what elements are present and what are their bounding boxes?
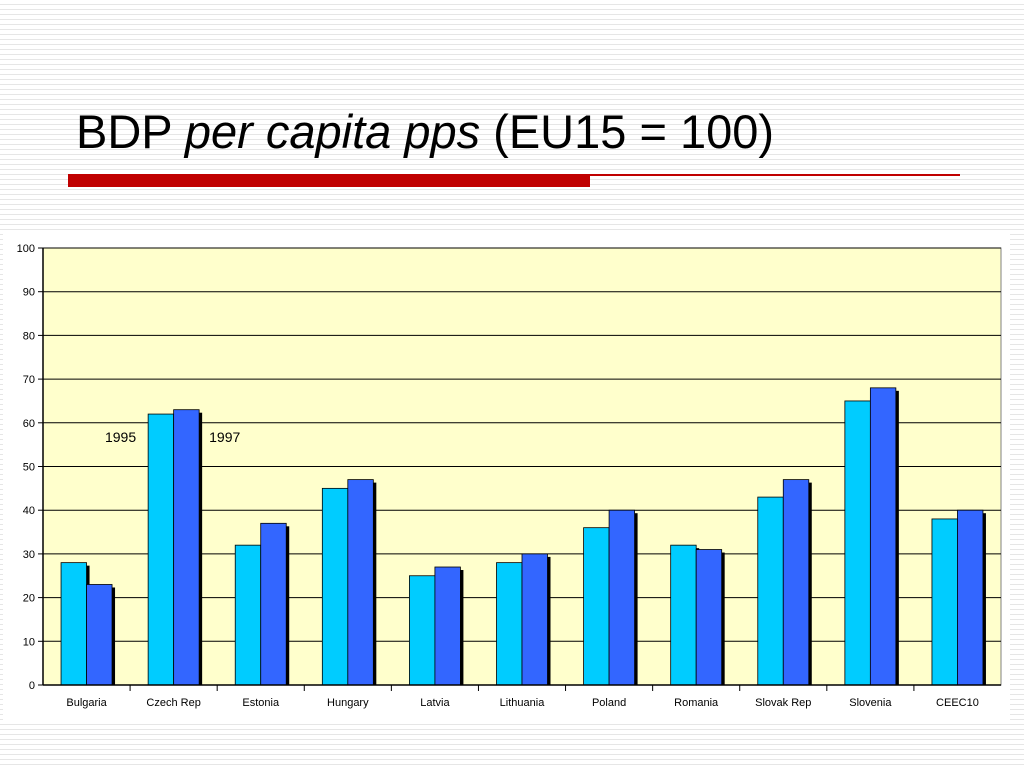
y-tick-label: 50 bbox=[23, 462, 35, 474]
bar-1997-hungary bbox=[347, 479, 374, 686]
x-tick-label: Romania bbox=[674, 697, 719, 709]
bar-1997-latvia bbox=[434, 566, 461, 686]
chart-panel: 0 10 20 30 40 50 60 70 80 90 100 Bulgaria Czech Rep… bbox=[3, 234, 1010, 720]
bar-1997-slovak-rep bbox=[782, 479, 810, 686]
bar-1995-czech-rep bbox=[147, 413, 175, 686]
grid-lines bbox=[43, 247, 1001, 642]
bar-1995-poland bbox=[583, 527, 610, 686]
y-tick-label: 100 bbox=[17, 243, 35, 255]
bar-1995-bulgaria bbox=[60, 562, 87, 686]
x-tick-label: Estonia bbox=[242, 697, 280, 709]
title-suffix: (EU15 = 100) bbox=[493, 105, 775, 158]
y-tick-label: 80 bbox=[23, 330, 35, 342]
y-axis: 0 10 20 30 40 50 60 70 80 90 100 bbox=[17, 243, 44, 692]
x-tick-label: Slovenia bbox=[849, 697, 892, 709]
bar-1995-hungary bbox=[321, 487, 349, 686]
bars bbox=[60, 387, 986, 686]
x-tick-label: Latvia bbox=[420, 697, 450, 709]
legend-label-1995: 1995 bbox=[105, 429, 136, 445]
y-tick-label: 10 bbox=[23, 636, 35, 648]
legend: 1995 1997 bbox=[105, 429, 241, 445]
bar-1997-poland bbox=[608, 509, 635, 686]
bar-chart: 0 10 20 30 40 50 60 70 80 90 100 Bulgaria Czech Rep… bbox=[17, 243, 1002, 709]
bar-1997-czech-rep bbox=[173, 409, 200, 686]
title-italic: per capita pps bbox=[184, 105, 481, 158]
x-tick-label: Bulgaria bbox=[66, 697, 107, 709]
bar-1995-lithuania bbox=[496, 562, 523, 686]
bar-1997-ceec10 bbox=[957, 509, 984, 686]
legend-label-1997: 1997 bbox=[209, 429, 240, 445]
x-axis: Bulgaria Czech Rep Estonia Hungary Latvia Lit… bbox=[43, 684, 1001, 709]
x-tick-label: Czech Rep bbox=[146, 697, 200, 709]
y-tick-label: 30 bbox=[23, 549, 35, 561]
x-tick-label: Lithuania bbox=[500, 697, 546, 709]
y-tick-label: 90 bbox=[23, 287, 35, 299]
x-tick-label: Slovak Rep bbox=[755, 697, 811, 709]
bar-1995-estonia bbox=[234, 544, 262, 686]
y-tick-label: 40 bbox=[23, 505, 35, 517]
bar-1995-slovak-rep bbox=[757, 496, 784, 686]
bar-1995-ceec10 bbox=[931, 518, 958, 686]
bar-1997-estonia bbox=[260, 522, 287, 686]
x-tick-label: Hungary bbox=[327, 697, 369, 709]
x-tick-label: CEEC10 bbox=[936, 697, 979, 709]
bar-1995-slovenia bbox=[844, 400, 871, 686]
title-prefix: BDP bbox=[76, 105, 172, 158]
bar-1995-latvia bbox=[409, 575, 436, 686]
y-tick-label: 70 bbox=[23, 374, 35, 386]
bar-1997-slovenia bbox=[869, 387, 897, 686]
y-tick-label: 0 bbox=[29, 680, 35, 692]
bar-1997-lithuania bbox=[521, 553, 548, 686]
slide-title: BDP per capita pps (EU15 = 100) bbox=[76, 108, 774, 155]
bar-1995-romania bbox=[670, 544, 697, 686]
y-tick-label: 60 bbox=[23, 418, 35, 430]
y-tick-label: 20 bbox=[23, 593, 35, 605]
title-accent-line bbox=[590, 174, 960, 176]
title-accent-bar bbox=[68, 174, 590, 187]
x-tick-label: Poland bbox=[592, 697, 626, 709]
bar-1997-romania bbox=[695, 549, 723, 686]
bar-1997-bulgaria bbox=[86, 584, 113, 686]
